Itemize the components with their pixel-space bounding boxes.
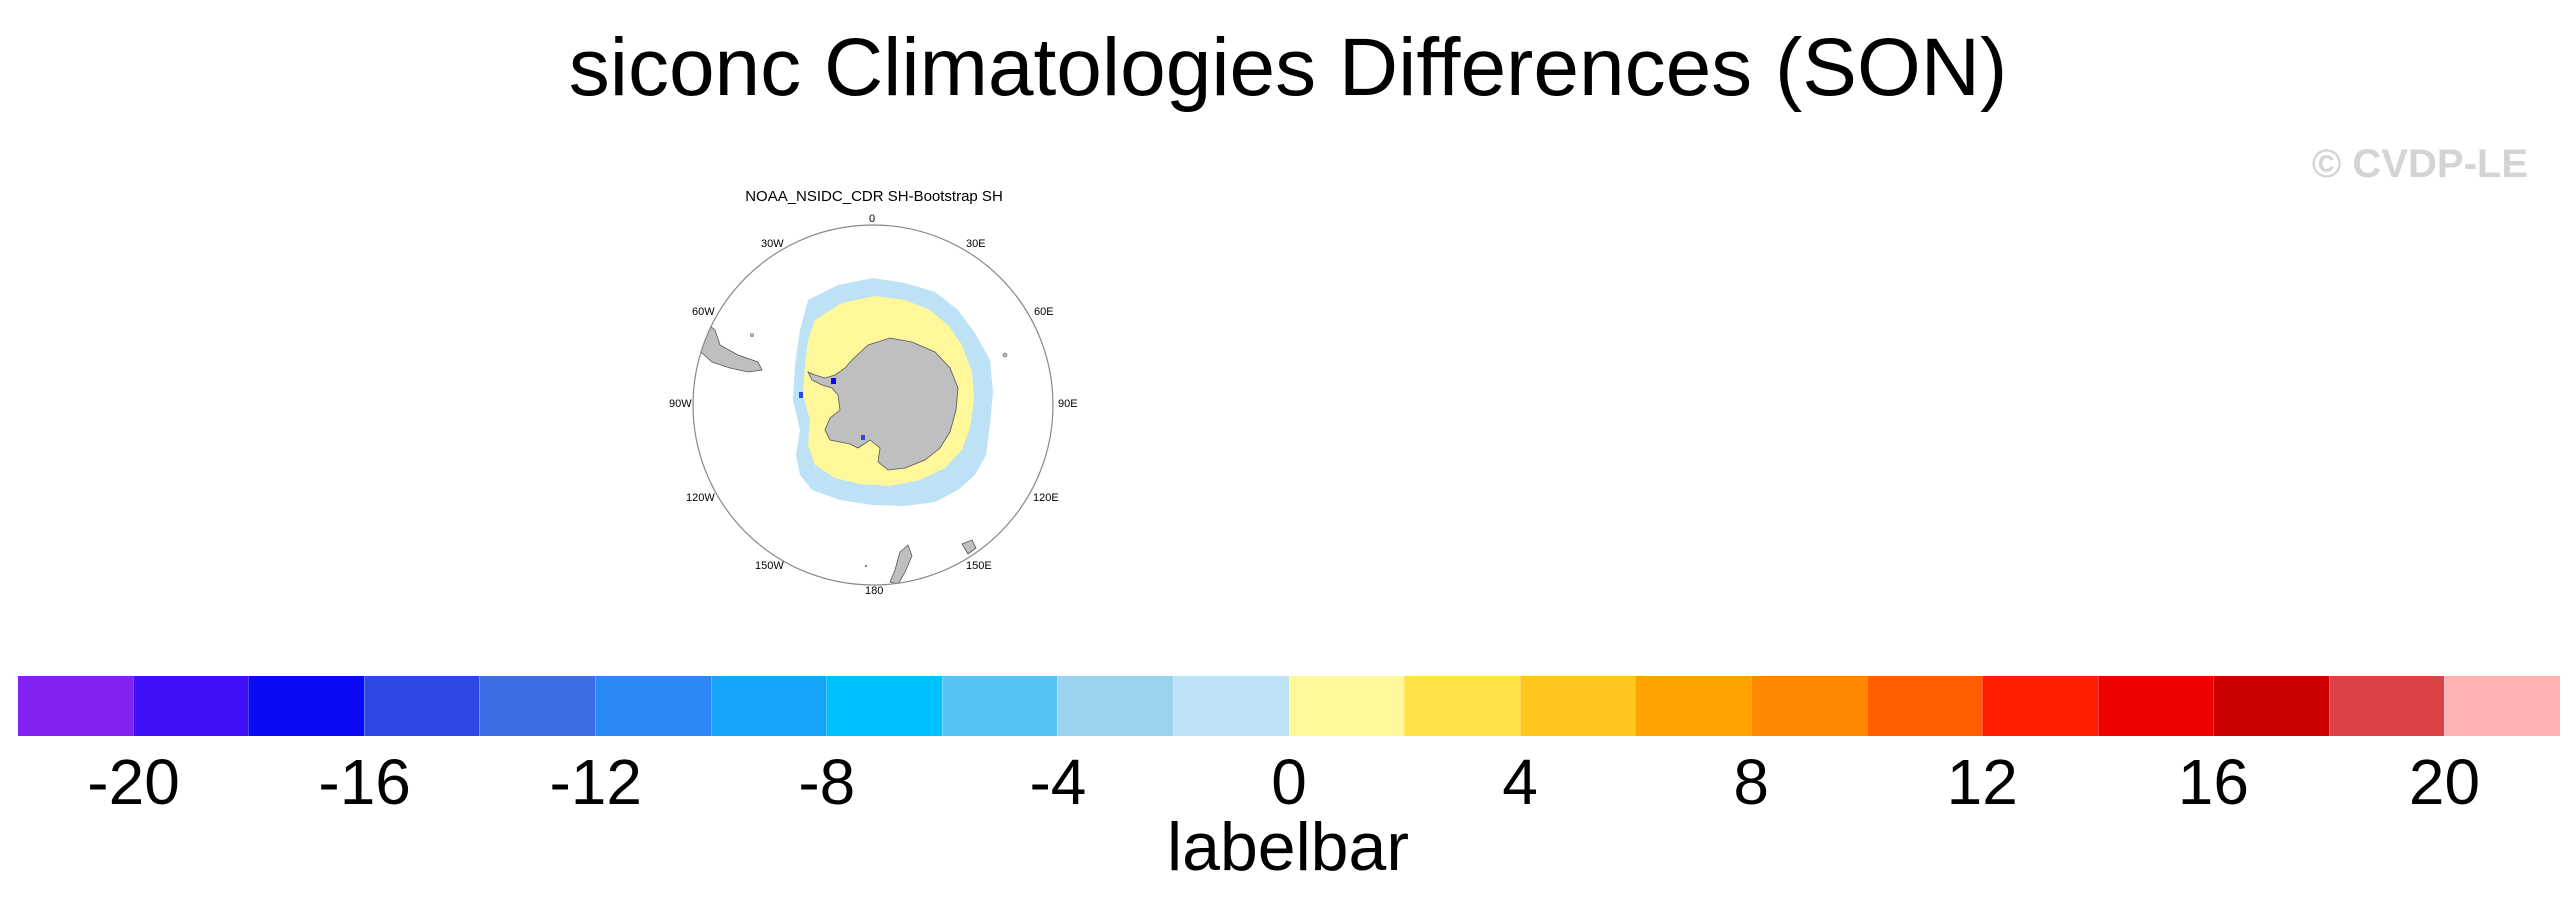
colorbar-box bbox=[594, 676, 711, 736]
south-america-landmass bbox=[693, 321, 763, 373]
colorbar-tick-label: 20 bbox=[2408, 746, 2481, 818]
colorbar-box bbox=[1288, 676, 1405, 736]
colorbar-box bbox=[2444, 676, 2561, 736]
colorbar-box bbox=[1635, 676, 1751, 736]
lon-label-90e: 90E bbox=[1058, 398, 1078, 410]
island-marker bbox=[865, 565, 867, 567]
colorbar-box bbox=[363, 676, 480, 736]
colorbar-box bbox=[2097, 676, 2214, 736]
colorbar-tick-label: -8 bbox=[798, 746, 856, 818]
new-zealand-landmass bbox=[889, 544, 913, 585]
colorbar-box bbox=[2328, 676, 2445, 736]
panel-title: NOAA_NSIDC_CDR SH-Bootstrap SH bbox=[745, 188, 1003, 205]
colorbar-tick-label: 12 bbox=[1946, 746, 2018, 818]
colorbar-box bbox=[479, 676, 595, 736]
colorbar-box bbox=[1982, 676, 2098, 736]
ice-diff-cell bbox=[799, 392, 803, 398]
lon-label-60w: 60W bbox=[692, 306, 715, 318]
colorbar-box bbox=[2213, 676, 2329, 736]
colorbar-tick-label: 4 bbox=[1502, 746, 1538, 818]
lon-label-150w: 150W bbox=[755, 560, 784, 572]
colorbar-box bbox=[18, 676, 133, 736]
tasmania-landmass bbox=[961, 539, 977, 555]
lon-label-90w: 90W bbox=[669, 398, 692, 410]
lon-label-120w: 120W bbox=[686, 492, 715, 504]
colorbar-tick-label: -12 bbox=[549, 746, 642, 818]
figure-title: siconc Climatologies Differences (SON) bbox=[568, 22, 2008, 113]
colorbar-tick-label: 0 bbox=[1271, 746, 1307, 818]
colorbar-tick-label: -16 bbox=[318, 746, 411, 818]
colorbar-box bbox=[1750, 676, 1867, 736]
colorbar bbox=[18, 676, 2561, 736]
colorbar-box bbox=[132, 676, 249, 736]
colorbar-box bbox=[1172, 676, 1289, 736]
colorbar-box bbox=[248, 676, 364, 736]
ice-diff-cell bbox=[861, 435, 865, 440]
island-marker bbox=[750, 333, 754, 337]
lon-label-150e: 150E bbox=[966, 560, 992, 572]
colorbar-box bbox=[1866, 676, 1983, 736]
watermark-text: © CVDP-LE bbox=[2311, 142, 2528, 186]
colorbar-box bbox=[941, 676, 1058, 736]
colorbar-tick-label: -20 bbox=[87, 746, 180, 818]
lon-label-30e: 30E bbox=[966, 238, 986, 250]
colorbar-box bbox=[710, 676, 827, 736]
colorbar-tick-label: -4 bbox=[1029, 746, 1087, 818]
colorbar-tick-label: 16 bbox=[2177, 746, 2249, 818]
lon-label-0: 0 bbox=[869, 213, 876, 225]
ice-diff-cell bbox=[831, 378, 836, 384]
colorbar-tick-label: 8 bbox=[1733, 746, 1769, 818]
antarctica-landmass bbox=[807, 337, 959, 471]
colorbar-box bbox=[1519, 676, 1636, 736]
colorbar-box bbox=[1057, 676, 1173, 736]
colorbar-label: labelbar bbox=[1167, 809, 1409, 885]
colorbar-box bbox=[1404, 676, 1520, 736]
lon-label-120e: 120E bbox=[1033, 492, 1059, 504]
lon-label-30w: 30W bbox=[761, 238, 784, 250]
lon-label-60e: 60E bbox=[1034, 306, 1054, 318]
island-marker bbox=[1002, 352, 1008, 358]
map-boundary bbox=[692, 224, 1054, 586]
colorbar-box bbox=[826, 676, 942, 736]
lon-label-180: 180 bbox=[865, 585, 884, 597]
